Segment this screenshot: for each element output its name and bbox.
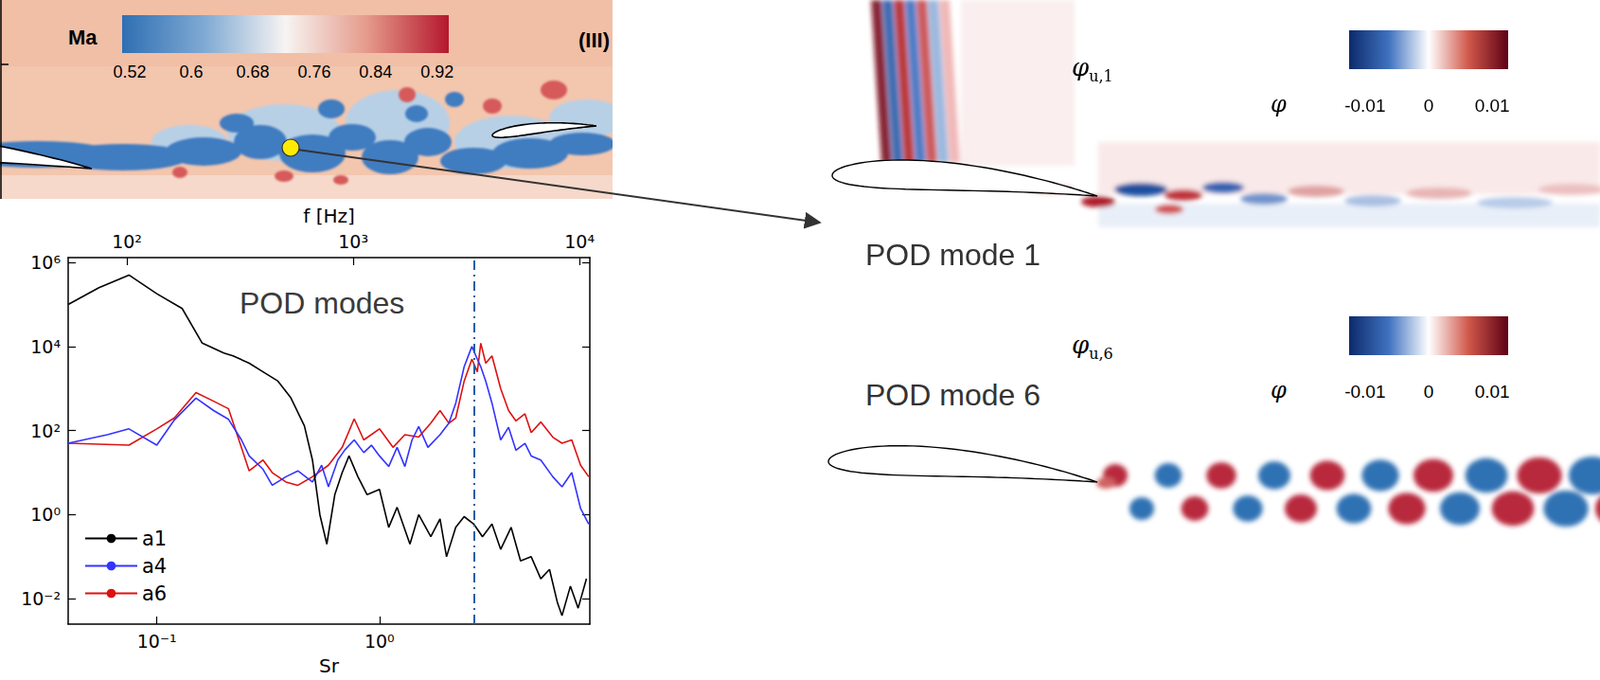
svg-text:POD mode 6: POD mode 6 xyxy=(865,377,1041,412)
svg-text:10⁻²: 10⁻² xyxy=(20,587,61,609)
svg-text:0.01: 0.01 xyxy=(1475,381,1511,402)
svg-text:10⁰: 10⁰ xyxy=(364,630,395,652)
svg-text:10⁶: 10⁶ xyxy=(30,251,61,273)
svg-text:POD modes: POD modes xyxy=(239,285,405,320)
svg-text:Sr: Sr xyxy=(319,654,340,677)
svg-text:a4: a4 xyxy=(142,554,167,578)
svg-text:0.68: 0.68 xyxy=(235,62,269,82)
svg-text:φ: φ xyxy=(1270,376,1287,404)
svg-text:0.84: 0.84 xyxy=(358,62,392,82)
svg-text:0.01: 0.01 xyxy=(1475,95,1511,116)
svg-text:10³: 10³ xyxy=(337,231,369,252)
svg-text:-0.01: -0.01 xyxy=(1344,381,1386,402)
svg-text:10²: 10² xyxy=(111,231,143,252)
svg-text:a6: a6 xyxy=(142,582,167,605)
svg-text:10²: 10² xyxy=(30,420,61,442)
svg-text:φu,6: φu,6 xyxy=(1071,330,1114,363)
svg-text:10⁻¹: 10⁻¹ xyxy=(137,630,178,652)
svg-text:(III): (III) xyxy=(578,28,610,53)
svg-text:φ: φ xyxy=(1270,90,1287,118)
svg-text:10⁴: 10⁴ xyxy=(564,231,595,252)
svg-text:10⁴: 10⁴ xyxy=(30,336,61,357)
svg-text:10⁰: 10⁰ xyxy=(30,503,61,525)
svg-text:POD mode 1: POD mode 1 xyxy=(865,237,1041,272)
svg-text:0.6: 0.6 xyxy=(179,62,204,82)
svg-text:0: 0 xyxy=(1423,95,1435,116)
svg-text:φu,1: φu,1 xyxy=(1071,53,1114,86)
svg-text:-0.01: -0.01 xyxy=(1344,95,1386,116)
svg-text:Ma: Ma xyxy=(68,25,98,50)
svg-text:0.76: 0.76 xyxy=(297,62,331,82)
svg-text:a1: a1 xyxy=(142,527,167,551)
svg-text:0: 0 xyxy=(1423,381,1435,402)
svg-text:f [Hz]: f [Hz] xyxy=(302,204,356,228)
svg-text:0.92: 0.92 xyxy=(420,62,454,82)
svg-text:0.52: 0.52 xyxy=(113,62,147,82)
